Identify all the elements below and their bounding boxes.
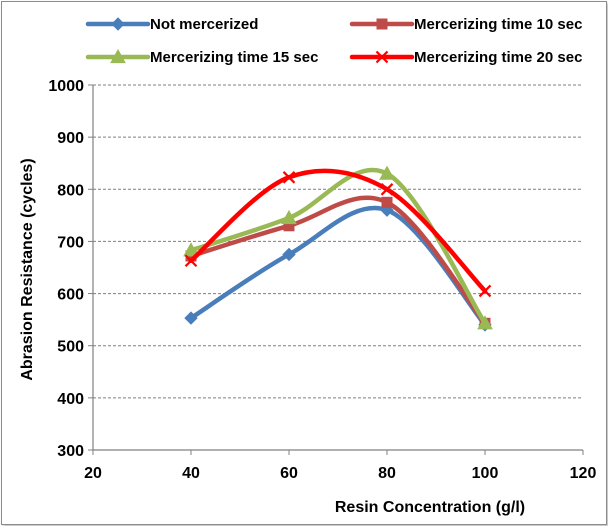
series-4-line — [188, 168, 488, 294]
legend-marker-2 — [376, 18, 388, 30]
series-2 — [185, 195, 491, 329]
series-group — [183, 165, 493, 332]
series-3-point-60 — [281, 209, 297, 225]
x-tick-label-80: 80 — [378, 465, 396, 482]
series-4-point-80 — [380, 183, 394, 196]
legend-label-4: Mercerizing time 20 sec — [414, 49, 582, 66]
y-tick-label-1000: 1000 — [48, 78, 84, 95]
legend-marker-4-b — [375, 50, 389, 64]
axes: 300 400 500 600 700 800 900 1000 20 40 60 80 100 120 — [48, 78, 596, 482]
legend-label-1: Not mercerized — [150, 16, 258, 33]
series-4-point-60-b — [282, 171, 296, 184]
series-4 — [184, 168, 492, 298]
legend-marker-3 — [110, 48, 126, 64]
series-4-point-80-b — [380, 183, 394, 196]
x-axis-title: Resin Concentration (g/l) — [335, 499, 525, 516]
legend-label-2: Mercerizing time 10 sec — [414, 16, 582, 33]
x-tick-label-40: 40 — [182, 465, 200, 482]
y-tick-label-800: 800 — [57, 182, 84, 199]
series-3-line — [188, 167, 488, 326]
y-tick-label-600: 600 — [57, 287, 84, 304]
series-4-point-100-b — [478, 284, 492, 298]
y-tick-label-400: 400 — [57, 391, 84, 408]
legend-item-2: Mercerizing time 10 sec — [349, 16, 582, 33]
x-tick-label-20: 20 — [84, 465, 102, 482]
y-tick-label-900: 900 — [57, 130, 84, 147]
series-1-point-40 — [184, 311, 198, 325]
series-2-line — [188, 195, 488, 326]
series-2-point-80 — [381, 196, 393, 208]
series-1-point-60 — [282, 247, 296, 262]
series-4-point-100 — [478, 284, 492, 298]
series-3-point-40 — [183, 242, 199, 257]
series-3 — [183, 165, 493, 330]
x-tick-label-120: 120 — [570, 465, 597, 482]
series-3-point-80 — [379, 165, 395, 180]
series-4-point-60 — [282, 171, 296, 184]
x-tick-label-100: 100 — [472, 465, 499, 482]
legend-item-3: Mercerizing time 15 sec — [85, 48, 318, 66]
y-axis-title: Abrasion Resistance (cycles) — [19, 158, 36, 380]
legend-marker-1 — [111, 17, 125, 31]
legend: Not mercerized Mercerizing time 10 sec Mer… — [85, 16, 582, 66]
series-4-point-40-b — [184, 254, 198, 267]
gridlines — [93, 84, 583, 399]
x-tick-label-60: 60 — [280, 465, 298, 482]
legend-item-4: Mercerizing time 20 sec — [349, 49, 582, 66]
legend-marker-4 — [375, 50, 389, 64]
series-4-point-40 — [184, 254, 198, 267]
legend-label-3: Mercerizing time 15 sec — [150, 49, 318, 66]
series-3-point-100 — [477, 315, 493, 330]
y-tick-label-700: 700 — [57, 234, 84, 251]
y-tick-label-300: 300 — [57, 443, 84, 460]
y-tick-label-500: 500 — [57, 339, 84, 356]
series-1-line — [188, 205, 488, 328]
legend-item-1: Not mercerized — [85, 16, 258, 33]
